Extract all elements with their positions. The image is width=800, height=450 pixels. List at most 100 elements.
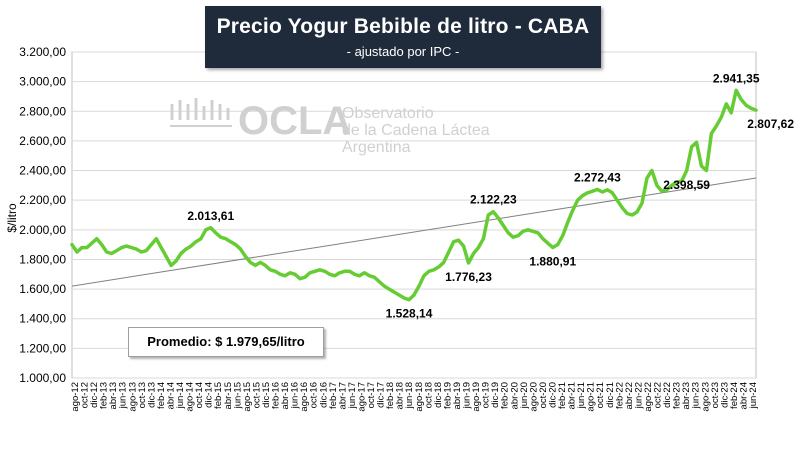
x-tick-label: feb-16: [271, 382, 282, 409]
x-tick-label: abr-20: [509, 382, 520, 409]
data-label: 2.272,43: [574, 170, 621, 184]
x-tick-label: oct-13: [137, 382, 148, 408]
x-tick-label: jun-22: [633, 382, 644, 409]
x-tick-label: feb-19: [442, 382, 453, 409]
y-axis-label: $/litro: [5, 203, 19, 233]
x-tick-label: jun-24: [748, 382, 759, 409]
y-tick-label: 1.800,00: [19, 252, 66, 266]
ocla-watermark: OCLA Observatorio de la Cadena Láctea Ar…: [170, 98, 490, 156]
x-tick-label: jun-21: [576, 382, 587, 409]
y-tick-label: 2.600,00: [19, 134, 66, 148]
x-tick-label: jun-16: [290, 382, 301, 409]
x-tick-label: feb-17: [328, 382, 339, 409]
x-tick-label: oct-23: [710, 382, 721, 408]
x-tick-label: abr-15: [223, 382, 234, 409]
x-tick-label: abr-18: [395, 382, 406, 409]
data-label: 2.941,35: [713, 71, 760, 85]
x-tick-label: dic-20: [547, 382, 558, 408]
x-tick-label: dic-15: [261, 382, 272, 408]
data-label: 1.776,23: [445, 270, 492, 284]
x-tick-label: abr-17: [337, 382, 348, 409]
x-tick-label: feb-21: [557, 382, 568, 409]
x-tick-label: oct-18: [423, 382, 434, 408]
y-tick-label: 2.400,00: [19, 164, 66, 178]
average-badge: Promedio: $ 1.979,65/litro: [128, 327, 324, 357]
x-tick-label: ago-19: [471, 382, 482, 412]
x-tick-label: feb-22: [614, 382, 625, 409]
x-tick-label: oct-17: [366, 382, 377, 408]
x-tick-label: abr-19: [452, 382, 463, 409]
data-label: 2.013,61: [187, 209, 234, 223]
x-tick-label: dic-12: [89, 382, 100, 408]
x-tick-label: abr-13: [108, 382, 119, 409]
x-tick-label: jun-23: [691, 382, 702, 409]
y-tick-label: 2.000,00: [19, 223, 66, 237]
x-tick-label: dic-21: [605, 382, 616, 408]
x-tick-label: abr-24: [738, 382, 749, 409]
watermark-line-1: Observatorio: [342, 105, 434, 122]
x-tick-label: dic-19: [490, 382, 501, 408]
x-tick-label: dic-18: [433, 382, 444, 408]
chart-subtitle: - ajustado por IPC -: [346, 44, 460, 59]
x-tick-label: abr-14: [165, 382, 176, 409]
y-tick-label: 1.200,00: [19, 341, 66, 355]
x-tick-label: dic-13: [146, 382, 157, 408]
x-tick-label: feb-18: [385, 382, 396, 409]
x-tick-label: feb-14: [156, 382, 167, 409]
x-tick-label: abr-16: [280, 382, 291, 409]
y-tick-label: 1.400,00: [19, 312, 66, 326]
x-tick-label: jun-13: [118, 382, 129, 409]
x-tick-label: ago-16: [299, 382, 310, 412]
x-tick-label: oct-20: [538, 382, 549, 408]
title-banner: Precio Yogur Bebible de litro - CABA - a…: [205, 6, 601, 68]
x-tick-label: ago-17: [356, 382, 367, 412]
data-labels: 2.013,61 1.528,14 1.776,23 2.122,23 1.880,91…: [187, 71, 794, 320]
x-tick-label: feb-24: [729, 382, 740, 409]
x-tick-label: dic-23: [719, 382, 730, 408]
x-tick-label: ago-18: [414, 382, 425, 412]
x-tick-label: jun-15: [232, 382, 243, 409]
y-tick-label: 1.600,00: [19, 282, 66, 296]
x-tick-label: jun-17: [347, 382, 358, 409]
ocla-logo-icon: [170, 98, 232, 127]
x-axis-ticks: ago-12oct-12dic-12feb-13abr-13jun-13ago-…: [70, 382, 759, 412]
x-tick-label: oct-14: [194, 382, 205, 408]
x-tick-label: oct-21: [595, 382, 606, 408]
x-tick-label: oct-15: [251, 382, 262, 408]
x-tick-label: dic-17: [376, 382, 387, 408]
x-tick-label: oct-22: [653, 382, 664, 408]
x-tick-label: dic-16: [318, 382, 329, 408]
x-tick-label: ago-23: [700, 382, 711, 412]
x-tick-label: abr-22: [624, 382, 635, 409]
x-tick-label: feb-15: [213, 382, 224, 409]
x-tick-label: ago-14: [185, 382, 196, 412]
x-tick-label: jun-19: [462, 382, 473, 409]
x-tick-label: feb-23: [672, 382, 683, 409]
x-tick-label: jun-20: [519, 382, 530, 409]
x-tick-label: ago-15: [242, 382, 253, 412]
x-tick-label: abr-23: [681, 382, 692, 409]
watermark-line-2: de la Cadena Láctea: [342, 122, 490, 139]
price-series-line: [70, 88, 758, 302]
x-tick-label: oct-12: [80, 382, 91, 408]
data-label: 2.398,59: [663, 178, 710, 192]
x-tick-label: feb-13: [99, 382, 110, 409]
data-label: 2.807,62: [747, 117, 794, 131]
x-tick-label: dic-22: [662, 382, 673, 408]
y-tick-label: 1.000,00: [19, 371, 66, 385]
watermark-line-3: Argentina: [342, 139, 411, 156]
x-tick-label: ago-13: [127, 382, 138, 412]
x-tick-label: ago-22: [643, 382, 654, 412]
y-tick-label: 2.200,00: [19, 193, 66, 207]
watermark-logo: OCLA: [238, 99, 351, 143]
trend-line: [71, 177, 757, 287]
x-tick-label: ago-21: [586, 382, 597, 412]
x-tick-label: jun-14: [175, 382, 186, 409]
x-tick-label: oct-16: [309, 382, 320, 408]
data-label: 1.880,91: [529, 254, 576, 268]
x-tick-label: jun-18: [404, 382, 415, 409]
x-tick-label: oct-19: [481, 382, 492, 408]
x-tick-label: ago-12: [70, 382, 81, 412]
x-tick-label: dic-14: [204, 382, 215, 408]
